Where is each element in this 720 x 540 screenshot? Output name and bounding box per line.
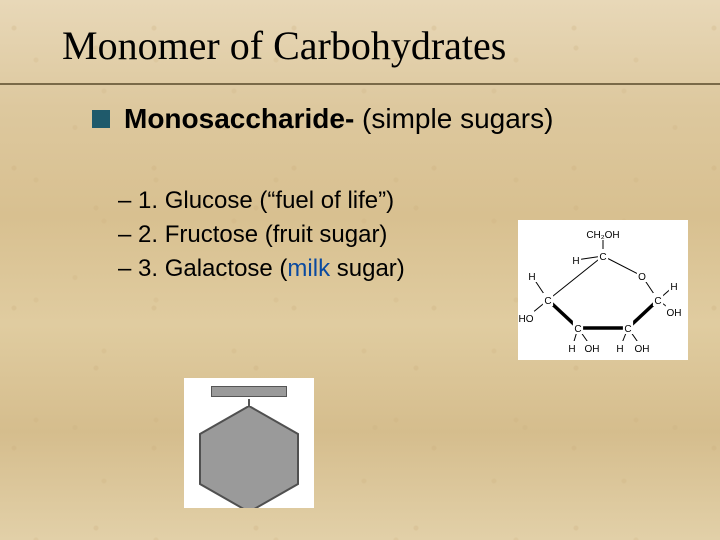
svg-text:O: O	[638, 272, 646, 283]
svg-text:C: C	[624, 324, 631, 335]
hexagon-top-rect	[211, 386, 287, 397]
list-item-highlight: milk	[287, 255, 330, 282]
svg-text:HO: HO	[519, 314, 534, 325]
glucose-structure-diagram: CH₂OHCOCCCCHHHOHOHHOHOHH	[518, 220, 688, 360]
svg-text:C: C	[574, 324, 581, 335]
list-item-suffix: sugar)	[330, 255, 405, 282]
title-area: Monomer of Carbohydrates	[0, 0, 720, 77]
svg-text:OH: OH	[585, 344, 600, 355]
svg-text:H: H	[616, 344, 623, 355]
hexagon-icon	[194, 406, 304, 508]
svg-text:H: H	[568, 344, 575, 355]
list-item-prefix: – 3. Galactose (	[118, 255, 287, 282]
level1-text: Monosaccharide- (simple sugars)	[124, 103, 553, 135]
svg-text:CH₂OH: CH₂OH	[586, 230, 619, 241]
svg-text:H: H	[572, 256, 579, 267]
svg-text:H: H	[528, 272, 535, 283]
square-bullet-icon	[92, 110, 110, 128]
svg-text:OH: OH	[667, 308, 682, 319]
slide-title: Monomer of Carbohydrates	[62, 22, 680, 69]
level1-rest: (simple sugars)	[354, 103, 553, 134]
slide: Monomer of Carbohydrates Monosaccharide-…	[0, 0, 720, 540]
svg-text:C: C	[599, 252, 606, 263]
svg-text:H: H	[670, 282, 677, 293]
level1-bold: Monosaccharide-	[124, 103, 354, 134]
hexagon-monomer-diagram	[184, 378, 314, 508]
svg-text:C: C	[544, 296, 551, 307]
list-item: – 1. Glucose (“fuel of life”)	[118, 187, 680, 215]
svg-text:C: C	[654, 296, 661, 307]
bullet-level1: Monosaccharide- (simple sugars)	[92, 103, 680, 135]
svg-text:OH: OH	[635, 344, 650, 355]
